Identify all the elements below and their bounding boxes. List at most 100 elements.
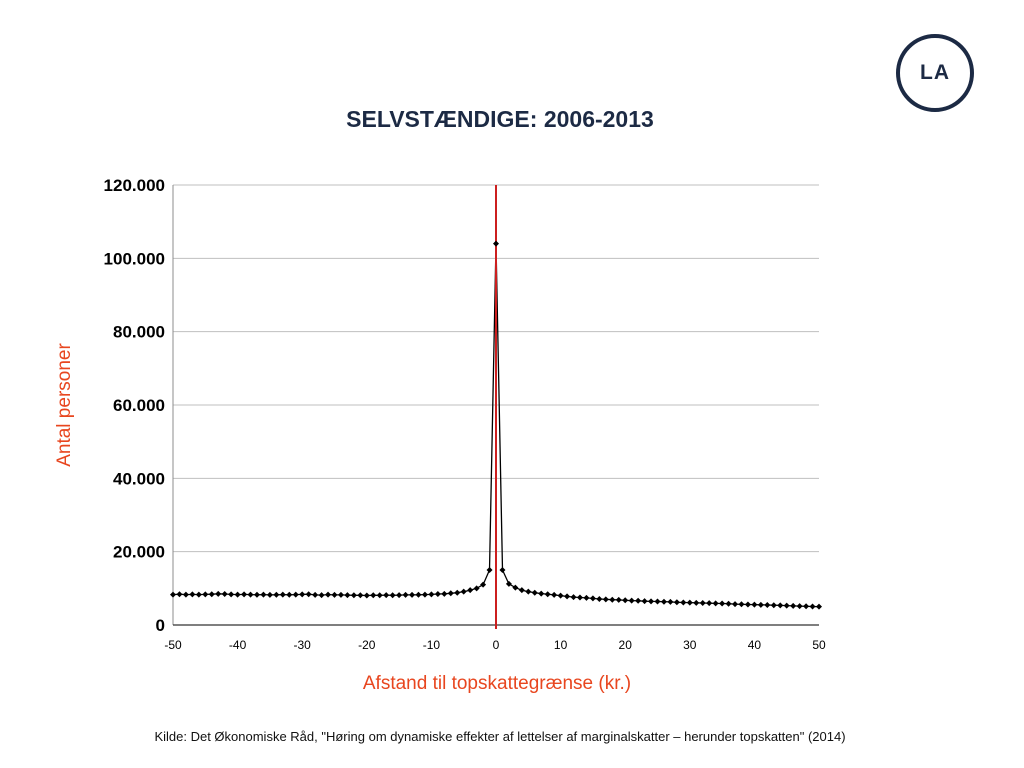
x-tick-label: 10 (554, 638, 568, 652)
y-tick-labels: 0 20.000 40.000 60.000 80.000 100.000 120.000 (104, 176, 165, 635)
data-point (719, 600, 726, 607)
data-point (583, 594, 590, 601)
data-point (299, 591, 306, 598)
x-tick-labels: -50 -40 -30 -20 -10 0 10 20 30 40 50 (164, 638, 826, 652)
data-point (415, 591, 422, 598)
x-tick-label: 50 (812, 638, 826, 652)
data-points (170, 240, 822, 610)
data-point (609, 596, 616, 603)
data-point (486, 567, 493, 573)
data-point (253, 591, 260, 598)
data-point (803, 603, 810, 610)
data-point (725, 600, 732, 607)
data-point (363, 592, 370, 599)
data-point (564, 593, 571, 600)
x-tick-label: -20 (358, 638, 376, 652)
data-point (712, 600, 719, 607)
data-point (189, 591, 196, 598)
data-point (660, 598, 667, 605)
y-tick-label: 100.000 (104, 249, 165, 268)
data-point (615, 596, 622, 603)
x-axis-label: Afstand til topskattegrænse (kr.) (363, 673, 631, 694)
source-note: Kilde: Det Økonomiske Råd, "Høring om dy… (154, 729, 846, 744)
data-point (551, 591, 558, 598)
data-point (182, 591, 189, 598)
data-point (673, 599, 680, 606)
data-point (751, 601, 758, 608)
data-point (279, 591, 286, 598)
data-point (635, 597, 642, 604)
data-point (790, 602, 797, 609)
data-point (396, 592, 403, 599)
data-point (266, 591, 273, 598)
x-tick-label: -40 (229, 638, 247, 652)
data-point (286, 591, 293, 598)
data-point (757, 601, 764, 608)
data-point (215, 590, 222, 597)
data-point (499, 567, 506, 573)
data-point (402, 591, 409, 598)
data-point (441, 590, 448, 597)
data-point (680, 599, 687, 606)
data-point (557, 592, 564, 599)
data-point (292, 591, 299, 598)
data-point (764, 602, 771, 609)
y-tick-label: 60.000 (113, 396, 165, 415)
data-point (744, 601, 751, 608)
data-point (654, 598, 661, 605)
data-point (531, 589, 538, 596)
data-point (195, 591, 202, 598)
data-point (202, 591, 209, 598)
data-point (370, 592, 377, 599)
x-tick-label: 30 (683, 638, 697, 652)
data-point (732, 601, 739, 608)
data-point (460, 588, 467, 595)
x-tick-label: -50 (164, 638, 182, 652)
data-point (344, 592, 351, 599)
data-point (383, 592, 390, 599)
data-point (576, 594, 583, 601)
x-tick-label: 40 (748, 638, 762, 652)
data-point (473, 585, 480, 592)
y-tick-label: 40.000 (113, 469, 165, 488)
data-point (796, 603, 803, 610)
y-tick-label: 120.000 (104, 176, 165, 195)
data-point (809, 603, 816, 610)
chart-title: SELVSTÆNDIGE: 2006-2013 (346, 106, 654, 132)
x-tick-label: -10 (423, 638, 441, 652)
data-point (699, 600, 706, 606)
data-point (234, 591, 241, 598)
data-point (241, 591, 248, 598)
data-point (208, 591, 215, 598)
data-point (622, 597, 629, 604)
data-point (518, 587, 525, 594)
data-point (589, 595, 596, 602)
data-point (331, 591, 338, 598)
data-point (693, 599, 700, 606)
data-point (170, 591, 176, 598)
y-tick-label: 80.000 (113, 323, 165, 342)
la-logo: LA (896, 34, 974, 112)
data-point (648, 598, 655, 605)
data-point (706, 600, 713, 607)
data-point (325, 591, 332, 598)
data-point (512, 584, 519, 591)
data-point (434, 591, 441, 598)
data-point (312, 591, 319, 598)
data-point (505, 580, 512, 587)
data-point (493, 240, 499, 247)
data-point (570, 594, 577, 601)
data-point (686, 599, 693, 606)
x-tick-label: -30 (294, 638, 312, 652)
data-point (350, 592, 357, 599)
data-point (667, 598, 674, 605)
data-point (454, 589, 461, 596)
data-point (376, 592, 383, 599)
y-tick-label: 20.000 (113, 543, 165, 562)
data-point (628, 597, 635, 604)
data-point (228, 591, 235, 598)
data-point (260, 591, 267, 598)
y-tick-label: 0 (156, 616, 165, 635)
data-point (596, 595, 603, 602)
data-point (176, 591, 183, 598)
